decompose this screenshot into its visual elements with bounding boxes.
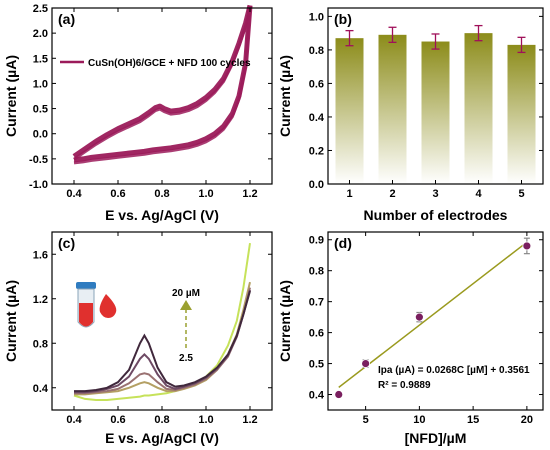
x-tick-label: 4	[475, 188, 482, 200]
x-axis-title: E vs. Ag/AgCl (V)	[105, 430, 219, 446]
plot-frame	[327, 231, 544, 411]
y-tick-label: 0.9	[309, 235, 324, 247]
y-axis-title: Current (µA)	[277, 55, 293, 137]
x-tick-label: 0.6	[110, 414, 125, 426]
dpv-curve	[73, 242, 251, 401]
legend-label: CuSn(OH)6/GCE + NFD 100 cycles	[88, 58, 251, 69]
arrow-bottom-label: 2.5	[179, 353, 193, 364]
fit-equation: Ipa (µA) = 0.0268C [µM] + 0.3561	[378, 365, 530, 376]
y-tick-label: 0.4	[309, 390, 325, 402]
cv-scan-band-1	[73, 8, 252, 165]
x-tick-label: 0.6	[110, 188, 125, 200]
fit-r-squared: R² = 0.9889	[378, 380, 431, 391]
x-tick-label: 1.2	[242, 188, 257, 200]
y-tick-label: 1.5	[33, 53, 48, 65]
y-tick-label: 0.6	[309, 328, 324, 340]
panel-a: 0.4 0.6 0.8 1.0 1.2 -1.0 -0.5 0.0 0.5 1.0 1.5 2.0 2.…	[3, 3, 273, 223]
y-tick-label: 0.5	[33, 104, 48, 116]
y-tick-label: 2.0	[33, 28, 48, 40]
y-tick-label: 0.8	[33, 338, 48, 350]
panel-label: (d)	[334, 235, 352, 251]
y-tick-label: 0.6	[309, 78, 324, 90]
data-point	[361, 359, 371, 368]
tube-cap	[76, 282, 96, 289]
x-tick-label: 1.0	[198, 414, 213, 426]
x-tick-label: 20	[521, 414, 533, 426]
fit-line	[338, 241, 528, 388]
y-tick-label: 0.2	[309, 145, 324, 157]
arrow-head	[180, 300, 192, 310]
panel-label: (a)	[58, 11, 75, 27]
x-tick-label: 3	[432, 188, 438, 200]
x-axis-title: Number of electrodes	[364, 207, 508, 223]
x-axis-title: [NFD]/µM	[405, 430, 467, 446]
x-tick-label: 0.4	[66, 414, 82, 426]
bar	[464, 33, 493, 185]
data-point	[414, 312, 424, 322]
panel-d: 5 10 15 20 0.4 0.5 0.6 0.7 0.8 0.9 (d) Ipa (µA) = 0…	[277, 231, 544, 446]
cv-scan-reverse	[73, 5, 253, 163]
x-tick-label: 5	[363, 414, 369, 426]
y-tick-label: -1.0	[29, 179, 48, 191]
bar	[507, 44, 536, 184]
dpv-curve	[74, 287, 251, 395]
y-tick-label: 0.0	[33, 129, 48, 141]
y-tick-label: 2.5	[33, 3, 48, 15]
x-tick-label: 0.4	[66, 188, 82, 200]
arrow-top-label: 20 µM	[172, 288, 200, 299]
y-axis-title: Current (µA)	[277, 280, 293, 362]
y-tick-label: 0.4	[309, 112, 325, 124]
y-tick-label: 0.8	[309, 45, 324, 57]
dpv-curve	[74, 290, 251, 393]
x-tick-label: 1.0	[198, 188, 213, 200]
y-tick-label: 0.5	[309, 359, 324, 371]
y-tick-label: 1.0	[33, 78, 48, 90]
data-point	[522, 241, 532, 251]
x-tick-label: 1	[346, 188, 352, 200]
y-tick-label: 0.8	[309, 266, 324, 278]
y-tick-label: 0.4	[33, 383, 49, 395]
y-tick-label: 1.2	[33, 294, 48, 306]
x-tick-label: 1.2	[242, 414, 257, 426]
panel-label: (b)	[334, 11, 352, 27]
x-axis-title: E vs. Ag/AgCl (V)	[105, 207, 219, 223]
y-tick-label: 0.7	[309, 297, 324, 309]
y-tick-label: 1.6	[33, 249, 48, 261]
blood-drop-icon	[99, 294, 117, 318]
y-tick-label: 1.0	[309, 11, 324, 23]
plot-frame	[327, 7, 544, 185]
x-tick-label: 0.8	[154, 188, 169, 200]
bar	[421, 41, 450, 185]
test-tube-icon	[76, 282, 96, 328]
x-tick-label: 5	[518, 188, 524, 200]
panel-b: 1 2 3 4 5 0.0 0.2 0.4 0.6 0.8 1.0 (b) Number of elec…	[277, 7, 544, 223]
tube-liquid	[79, 303, 93, 327]
x-tick-label: 10	[413, 414, 425, 426]
x-tick-label: 0.8	[154, 414, 169, 426]
x-tick-label: 2	[389, 188, 395, 200]
data-point	[334, 390, 344, 399]
panel-label: (c)	[58, 235, 75, 251]
x-tick-label: 15	[467, 414, 479, 426]
bar	[335, 38, 364, 184]
y-axis-title: Current (µA)	[3, 55, 19, 137]
y-tick-label: 0.0	[309, 179, 324, 191]
y-axis-title: Current (µA)	[3, 280, 19, 362]
dpv-curve	[74, 281, 251, 396]
panel-c: 0.4 0.6 0.8 1.0 1.2 0.4 0.8 1.2 1.6 (c) 20 µM 2.5 E …	[3, 231, 273, 446]
bar	[378, 34, 407, 184]
y-tick-label: -0.5	[29, 154, 48, 166]
cv-scan-band-0	[73, 8, 252, 161]
